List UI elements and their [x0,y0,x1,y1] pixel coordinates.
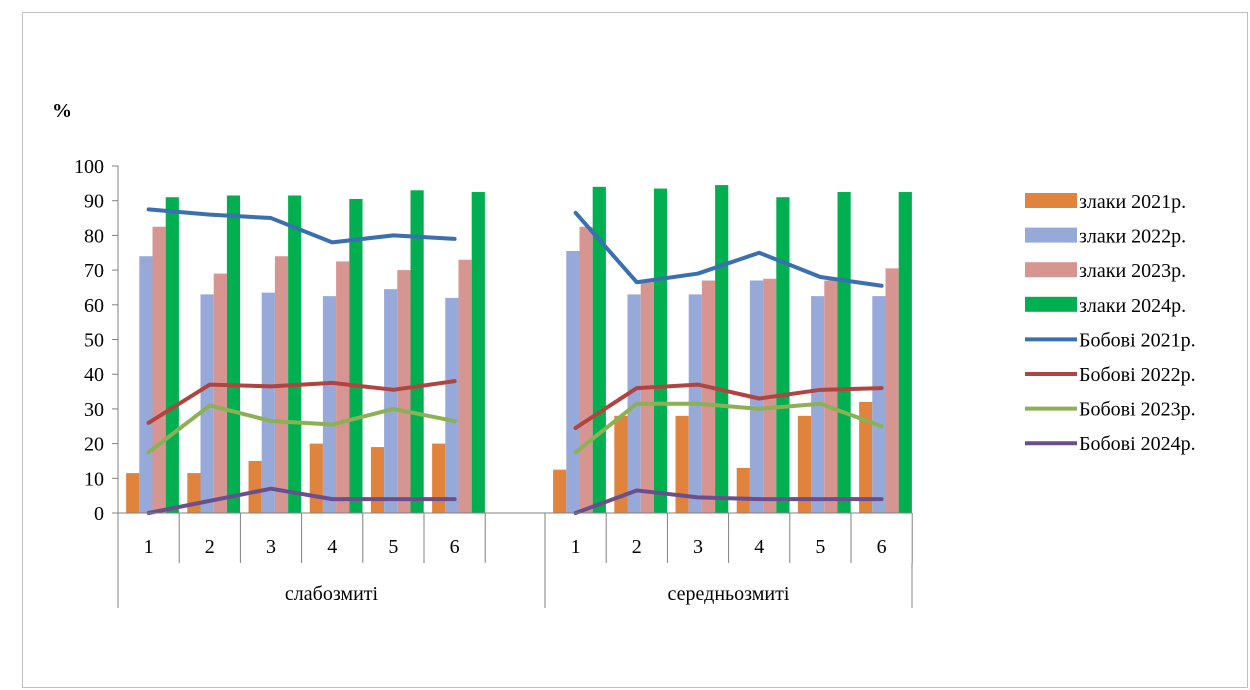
bar-злаки-2023р. [701,280,716,513]
bar-злаки-2023р. [885,268,899,513]
bar-злаки-2021р. [126,473,140,513]
group-label: середньозмиті [668,583,790,605]
x-tick-label: 2 [632,536,642,558]
y-tick-label: 30 [84,399,104,421]
x-tick-label: 3 [266,536,276,558]
bar-злаки-2023р. [336,261,350,513]
bar-злаки-2021р. [432,443,446,513]
bar-злаки-2021р. [248,460,262,513]
x-tick-label: 5 [815,536,825,558]
bar-злаки-2024р. [776,197,790,514]
legend-label: злаки 2023р. [1079,260,1186,282]
legend-swatch [1025,227,1077,243]
y-tick-label: 10 [84,468,104,490]
legend-label: Бобові 2021р. [1079,329,1196,351]
y-tick-label: 0 [94,503,104,525]
bar-злаки-2024р. [410,190,424,514]
bar-злаки-2022р. [200,294,214,513]
line-Бобові-2022р. [146,379,457,425]
line-Бобові-2023р. [573,401,884,455]
group-label: слабозмиті [285,583,379,605]
x-tick-label: 5 [388,536,398,558]
legend-label: злаки 2021р. [1079,191,1186,213]
bar-злаки-2021р. [614,415,628,513]
legend-label: злаки 2024р. [1079,295,1186,317]
bar-злаки-2024р. [837,192,851,513]
bar-злаки-2023р. [152,226,166,513]
bar-злаки-2024р. [471,192,485,513]
chart-frame [22,12,1248,688]
legend-swatch [1025,262,1077,278]
bar-злаки-2024р. [898,192,912,513]
y-tick-label: 70 [84,260,104,282]
x-tick-label: 1 [144,536,154,558]
bar-злаки-2022р. [566,251,580,513]
bar-злаки-2021р. [859,401,873,513]
bar-злаки-2024р. [288,195,302,513]
bar-злаки-2022р. [872,296,886,513]
bar-злаки-2024р. [349,198,363,513]
bar-злаки-2022р. [139,256,153,513]
legend-label: Бобові 2022р. [1079,364,1196,386]
bar-злаки-2023р. [640,280,654,513]
bar-злаки-2021р. [736,467,750,513]
bar-злаки-2021р. [309,443,323,513]
y-tick-label: 40 [84,364,104,386]
line-Бобові-2021р. [146,207,457,245]
y-axis-unit-label: % [52,100,72,122]
bar-злаки-2021р. [675,415,689,513]
bar-злаки-2023р. [213,273,227,513]
bar-злаки-2022р. [322,296,337,513]
y-tick-label: 20 [84,434,104,456]
x-tick-label: 4 [754,536,764,558]
y-tick-label: 100 [74,156,104,178]
line-Бобові-2022р. [573,382,884,430]
bar-злаки-2022р. [261,292,275,513]
x-tick-label: 3 [693,536,703,558]
y-tick-label: 90 [84,191,104,213]
x-tick-label: 6 [877,536,887,558]
legend-label: Бобові 2024р. [1079,433,1196,455]
bar-злаки-2024р. [653,188,668,513]
y-tick-label: 80 [84,225,104,247]
legend-label: Бобові 2023р. [1079,399,1196,421]
bar-злаки-2024р. [715,185,729,513]
bar-злаки-2022р. [384,289,398,513]
line-Бобові-2023р. [146,403,457,455]
bar-злаки-2021р. [553,469,567,513]
bar-злаки-2021р. [187,473,201,513]
x-tick-label: 4 [327,536,337,558]
line-Бобові-2024р. [146,486,457,515]
bar-злаки-2023р. [458,259,472,513]
bar-злаки-2024р. [226,195,241,513]
bar-злаки-2023р. [579,226,593,513]
x-tick-label: 1 [571,536,581,558]
line-Бобові-2021р. [573,210,884,288]
y-tick-label: 60 [84,295,104,317]
legend-label: злаки 2022р. [1079,226,1186,248]
x-tick-label: 2 [205,536,215,558]
bar-злаки-2024р. [165,197,179,514]
x-tick-label: 6 [450,536,460,558]
line-Бобові-2024р. [573,488,884,515]
legend-swatch [1025,296,1077,312]
bar-злаки-2021р. [370,447,385,513]
legend-swatch [1025,193,1077,208]
bar-злаки-2023р. [397,270,411,513]
y-tick-label: 50 [84,330,104,352]
bar-злаки-2023р. [824,280,838,513]
bar-злаки-2022р. [445,297,459,513]
bar-злаки-2021р. [797,415,812,513]
